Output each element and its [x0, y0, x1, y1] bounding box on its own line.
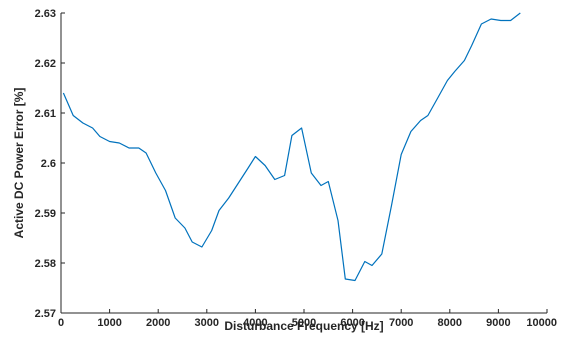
- x-tick-label: 8000: [438, 317, 462, 329]
- x-tick-label: 3000: [195, 317, 219, 329]
- x-tick-label: 2000: [146, 317, 170, 329]
- y-tick-label: 2.57: [35, 308, 56, 320]
- x-tick-label: 10000: [526, 317, 557, 329]
- y-tick-label: 2.6: [41, 158, 56, 170]
- y-tick-label: 2.62: [35, 58, 56, 70]
- x-tick-label: 5000: [292, 317, 316, 329]
- y-tick-label: 2.63: [35, 8, 56, 20]
- x-tick-label: 6000: [340, 317, 364, 329]
- y-axis-label: Active DC Power Error [%]: [12, 88, 26, 239]
- x-tick-label: 7000: [389, 317, 413, 329]
- x-tick-label: 4000: [243, 317, 267, 329]
- plot-series: [62, 12, 521, 282]
- y-tick-label: 2.58: [35, 258, 56, 270]
- x-tick-label: 0: [58, 317, 64, 329]
- x-tick-label: 9000: [486, 317, 510, 329]
- x-axis-label: Disturbance Frequency [Hz]: [224, 319, 383, 333]
- y-axis-ticks: 2.57 2.58 2.59 2.6 2.61 2.62 2.63: [35, 8, 65, 320]
- y-tick-label: 2.61: [35, 108, 56, 120]
- axes-frame: [60, 13, 547, 314]
- x-axis-ticks: 0 1000 2000 3000 4000 5000 6000 7000 8000 9000 100…: [58, 309, 557, 329]
- series-line: [62, 12, 521, 282]
- x-tick-label: 1000: [97, 317, 121, 329]
- y-tick-label: 2.59: [35, 208, 56, 220]
